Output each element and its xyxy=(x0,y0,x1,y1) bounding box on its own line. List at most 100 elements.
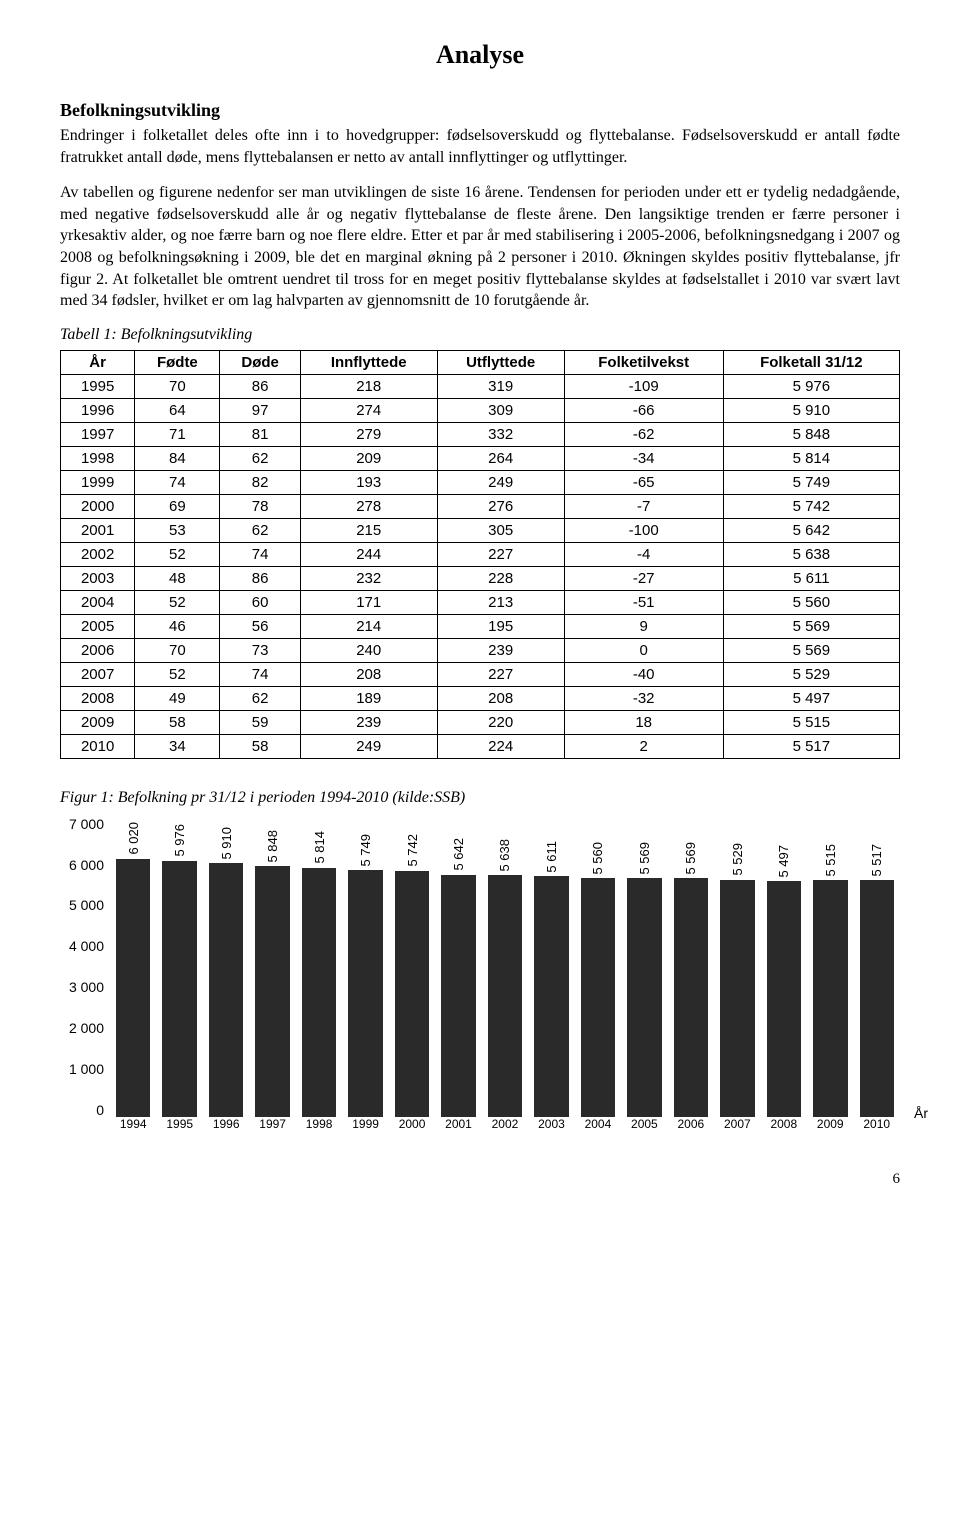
table-cell: 73 xyxy=(220,638,300,662)
bar xyxy=(441,875,475,1117)
page-number: 6 xyxy=(60,1171,900,1188)
table-cell: 5 742 xyxy=(723,494,899,518)
x-tick: 2007 xyxy=(720,1117,754,1131)
table-row: 2006707324023905 569 xyxy=(61,638,900,662)
table-cell: 86 xyxy=(220,374,300,398)
bar xyxy=(767,881,801,1117)
y-tick: 6 000 xyxy=(60,858,104,872)
bar xyxy=(581,878,615,1116)
bar-column: 5 611 xyxy=(534,817,568,1117)
table-cell: 9 xyxy=(564,614,723,638)
table-cell: 227 xyxy=(437,662,564,686)
table-row: 19988462209264-345 814 xyxy=(61,446,900,470)
bar xyxy=(255,866,289,1117)
table-cell: 232 xyxy=(300,566,437,590)
x-axis-label: År xyxy=(914,1105,928,1121)
bar-value-label: 5 910 xyxy=(219,827,234,860)
table-cell: 5 569 xyxy=(723,614,899,638)
bar-value-label: 5 560 xyxy=(590,842,605,875)
table-cell: -27 xyxy=(564,566,723,590)
table-cell: 193 xyxy=(300,470,437,494)
x-tick: 2005 xyxy=(627,1117,661,1131)
bar xyxy=(348,870,382,1116)
table-cell: 2003 xyxy=(61,566,135,590)
col-year: År xyxy=(61,350,135,374)
bar-column: 6 020 xyxy=(116,817,150,1117)
table-cell: 249 xyxy=(300,734,437,758)
bar-value-label: 5 749 xyxy=(358,834,373,867)
bar-column: 5 497 xyxy=(767,817,801,1117)
x-tick: 2008 xyxy=(767,1117,801,1131)
table-cell: 70 xyxy=(135,374,220,398)
bar-column: 5 742 xyxy=(395,817,429,1117)
bar-column: 5 517 xyxy=(860,817,894,1117)
table-cell: 239 xyxy=(300,710,437,734)
table-cell: 218 xyxy=(300,374,437,398)
table-cell: 5 569 xyxy=(723,638,899,662)
x-tick: 1995 xyxy=(162,1117,196,1131)
table-cell: 332 xyxy=(437,422,564,446)
table-cell: 5 814 xyxy=(723,446,899,470)
table-cell: -40 xyxy=(564,662,723,686)
y-tick: 4 000 xyxy=(60,939,104,953)
table-cell: 276 xyxy=(437,494,564,518)
bar-column: 5 910 xyxy=(209,817,243,1117)
col-in: Innflyttede xyxy=(300,350,437,374)
table-cell: -66 xyxy=(564,398,723,422)
x-tick: 2004 xyxy=(581,1117,615,1131)
table-row: 20034886232228-275 611 xyxy=(61,566,900,590)
table-cell: -109 xyxy=(564,374,723,398)
table-cell: 1998 xyxy=(61,446,135,470)
bar-column: 5 515 xyxy=(813,817,847,1117)
table-cell: 278 xyxy=(300,494,437,518)
paragraph-2: Av tabellen og figurene nedenfor ser man… xyxy=(60,182,900,312)
table-cell: 208 xyxy=(437,686,564,710)
table-cell: 64 xyxy=(135,398,220,422)
table-cell: 74 xyxy=(220,662,300,686)
table-row: 19977181279332-625 848 xyxy=(61,422,900,446)
table-header-row: År Fødte Døde Innflyttede Utflyttede Fol… xyxy=(61,350,900,374)
table-cell: -51 xyxy=(564,590,723,614)
x-tick: 1998 xyxy=(302,1117,336,1131)
table-cell: 58 xyxy=(135,710,220,734)
paragraph-1: Endringer i folketallet deles ofte inn i… xyxy=(60,125,900,168)
table-cell: 0 xyxy=(564,638,723,662)
bar-column: 5 638 xyxy=(488,817,522,1117)
table-cell: 274 xyxy=(300,398,437,422)
bar-value-label: 6 020 xyxy=(126,822,141,855)
table-cell: 5 848 xyxy=(723,422,899,446)
table-cell: 2008 xyxy=(61,686,135,710)
table-cell: 2005 xyxy=(61,614,135,638)
table-cell: 2001 xyxy=(61,518,135,542)
table-cell: -32 xyxy=(564,686,723,710)
figure-caption: Figur 1: Befolkning pr 31/12 i perioden … xyxy=(60,789,900,807)
col-out: Utflyttede xyxy=(437,350,564,374)
bar xyxy=(720,880,754,1117)
table-row: 20075274208227-405 529 xyxy=(61,662,900,686)
table-cell: 74 xyxy=(220,542,300,566)
bar xyxy=(116,859,150,1117)
table-cell: 34 xyxy=(135,734,220,758)
table-cell: 171 xyxy=(300,590,437,614)
table-row: 19966497274309-665 910 xyxy=(61,398,900,422)
table-cell: 97 xyxy=(220,398,300,422)
table-cell: 2010 xyxy=(61,734,135,758)
table-cell: 2004 xyxy=(61,590,135,614)
table-cell: 5 517 xyxy=(723,734,899,758)
bar-column: 5 529 xyxy=(720,817,754,1117)
table-cell: 220 xyxy=(437,710,564,734)
table-cell: 74 xyxy=(135,470,220,494)
bar-value-label: 5 569 xyxy=(637,842,652,875)
table-cell: 1995 xyxy=(61,374,135,398)
bar-value-label: 5 515 xyxy=(823,844,838,877)
col-growth: Folketilvekst xyxy=(564,350,723,374)
table-cell: 82 xyxy=(220,470,300,494)
col-died: Døde xyxy=(220,350,300,374)
table-cell: 70 xyxy=(135,638,220,662)
bar-value-label: 5 742 xyxy=(405,834,420,867)
table-cell: 240 xyxy=(300,638,437,662)
table-cell: 2 xyxy=(564,734,723,758)
table-cell: 46 xyxy=(135,614,220,638)
y-axis: 7 0006 0005 0004 0003 0002 0001 0000 xyxy=(60,817,110,1117)
table-cell: 319 xyxy=(437,374,564,398)
